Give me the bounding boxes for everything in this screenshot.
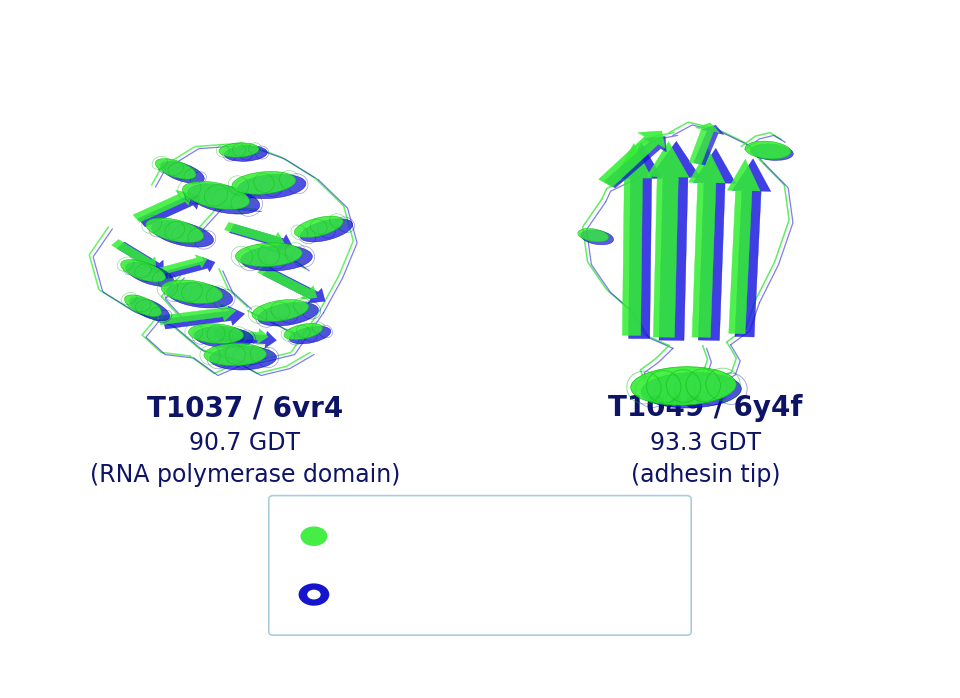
Text: (RNA polymerase domain): (RNA polymerase domain) <box>89 463 400 487</box>
Ellipse shape <box>241 246 312 271</box>
FancyArrow shape <box>158 304 236 325</box>
Ellipse shape <box>235 243 302 267</box>
Ellipse shape <box>125 295 161 317</box>
FancyArrow shape <box>647 142 689 337</box>
FancyArrow shape <box>158 255 207 275</box>
FancyArrow shape <box>694 125 724 165</box>
FancyArrow shape <box>693 149 735 341</box>
Text: T1037 / 6vr4: T1037 / 6vr4 <box>147 394 343 422</box>
FancyArrow shape <box>728 159 760 334</box>
FancyArrow shape <box>213 329 268 343</box>
Text: Experimental result: Experimental result <box>338 526 557 547</box>
Ellipse shape <box>160 161 204 184</box>
Circle shape <box>307 590 321 600</box>
Ellipse shape <box>295 216 343 237</box>
Ellipse shape <box>581 230 613 245</box>
FancyArrow shape <box>163 258 215 279</box>
Ellipse shape <box>130 297 170 321</box>
Text: (adhesin tip): (adhesin tip) <box>631 463 780 487</box>
Ellipse shape <box>121 260 165 282</box>
Ellipse shape <box>641 373 741 408</box>
Ellipse shape <box>284 323 323 340</box>
FancyArrow shape <box>117 242 163 273</box>
FancyArrow shape <box>688 149 725 337</box>
FancyArrow shape <box>604 137 666 188</box>
Ellipse shape <box>209 346 276 370</box>
FancyArrow shape <box>257 266 317 299</box>
Ellipse shape <box>225 146 267 161</box>
Ellipse shape <box>182 181 250 209</box>
FancyArrow shape <box>138 193 201 227</box>
Ellipse shape <box>578 228 609 242</box>
FancyArrow shape <box>263 267 325 303</box>
FancyArrow shape <box>651 142 701 341</box>
Ellipse shape <box>152 221 213 247</box>
FancyArrow shape <box>219 332 276 348</box>
Ellipse shape <box>300 218 352 242</box>
FancyArrow shape <box>615 144 652 336</box>
Circle shape <box>299 584 329 606</box>
Ellipse shape <box>751 144 793 161</box>
Ellipse shape <box>745 141 791 159</box>
Ellipse shape <box>237 174 306 199</box>
Text: Computational prediction: Computational prediction <box>338 584 621 604</box>
FancyArrow shape <box>163 306 245 329</box>
Ellipse shape <box>219 143 259 157</box>
Ellipse shape <box>204 343 267 366</box>
FancyArrow shape <box>229 224 293 251</box>
Ellipse shape <box>194 327 253 348</box>
FancyBboxPatch shape <box>269 496 691 635</box>
Ellipse shape <box>187 184 260 214</box>
Ellipse shape <box>289 326 331 344</box>
Text: T1049 / 6y4f: T1049 / 6y4f <box>609 394 803 422</box>
FancyArrow shape <box>225 222 284 248</box>
FancyArrow shape <box>732 159 771 337</box>
Ellipse shape <box>252 299 309 322</box>
Ellipse shape <box>161 280 223 304</box>
FancyArrow shape <box>620 143 662 339</box>
Ellipse shape <box>146 218 204 243</box>
FancyArrow shape <box>133 191 192 222</box>
FancyArrow shape <box>689 123 720 165</box>
Ellipse shape <box>167 283 232 308</box>
Ellipse shape <box>156 158 196 179</box>
Text: 93.3 GDT: 93.3 GDT <box>650 431 761 455</box>
Circle shape <box>300 526 327 546</box>
FancyArrow shape <box>111 239 156 269</box>
Text: 90.7 GDT: 90.7 GDT <box>189 431 300 455</box>
Ellipse shape <box>188 324 244 343</box>
Ellipse shape <box>631 366 736 406</box>
FancyArrow shape <box>599 131 665 187</box>
Ellipse shape <box>257 302 319 326</box>
Ellipse shape <box>126 262 174 286</box>
Ellipse shape <box>232 172 296 194</box>
